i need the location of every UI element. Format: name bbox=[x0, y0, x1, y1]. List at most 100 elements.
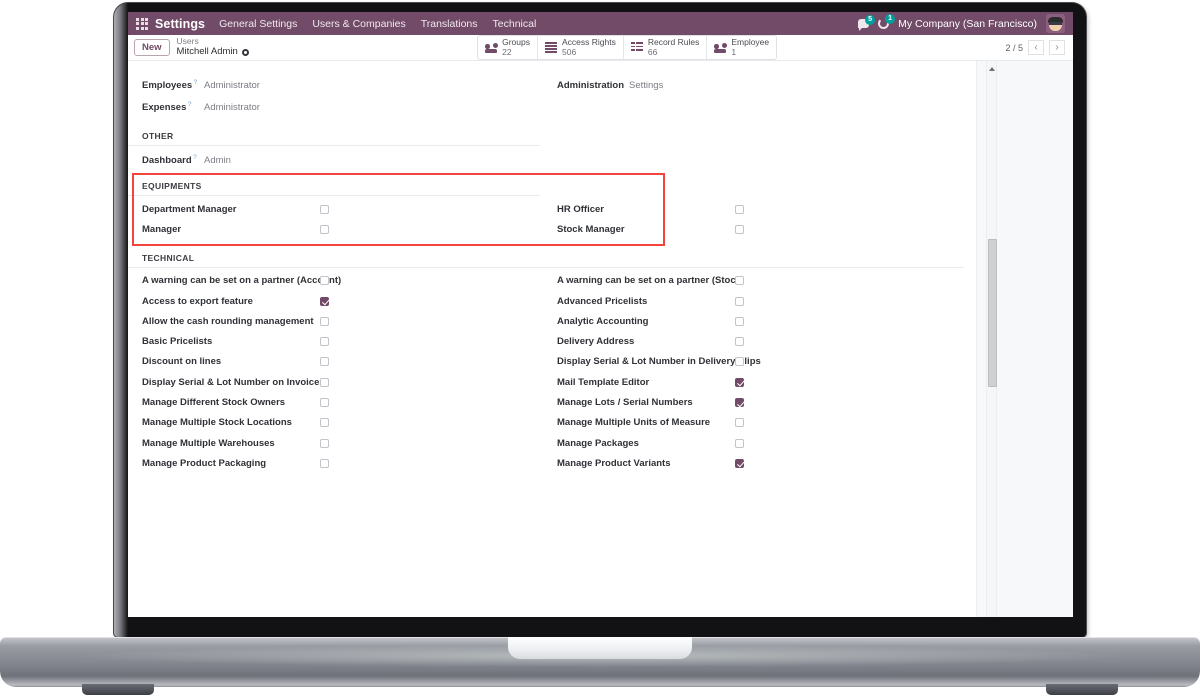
user-avatar[interactable] bbox=[1046, 14, 1065, 33]
smart-button-groups[interactable]: Groups 22 bbox=[478, 36, 538, 59]
application-access-right: Administration Settings bbox=[553, 74, 976, 118]
messages-count-badge: 5 bbox=[865, 15, 876, 25]
checkbox-label-allow-the-cash-rounding-management: Allow the cash rounding management bbox=[142, 315, 314, 327]
activities-button[interactable]: 1 bbox=[878, 14, 896, 29]
checkbox-label-manage-multiple-warehouses: Manage Multiple Warehouses bbox=[142, 437, 275, 449]
checkbox-label-advanced-pricelists: Advanced Pricelists bbox=[557, 295, 648, 307]
gear-icon[interactable] bbox=[241, 48, 249, 56]
breadcrumb-parent[interactable]: Users bbox=[176, 36, 199, 47]
pager-next-button[interactable]: › bbox=[1048, 40, 1065, 55]
vertical-scrollbar[interactable] bbox=[986, 61, 997, 617]
checkbox-manage-product-packaging[interactable] bbox=[320, 458, 329, 468]
pager-count[interactable]: 2 / 5 bbox=[1005, 42, 1023, 53]
section-equipments-title: EQUIPMENTS bbox=[128, 181, 540, 196]
checkbox-manage-multiple-warehouses[interactable] bbox=[320, 438, 329, 448]
checkbox-manage-product-variants[interactable] bbox=[735, 458, 744, 468]
new-record-button[interactable]: New bbox=[134, 39, 170, 56]
checkbox-manage-packages[interactable] bbox=[735, 438, 744, 448]
checkbox-row-manage-product-variants: Manage Product Variants bbox=[553, 453, 976, 473]
field-administration-value[interactable]: Settings bbox=[629, 79, 664, 91]
checkbox-hr-officer[interactable] bbox=[735, 204, 744, 214]
smart-button-record-rules-label: Record Rules bbox=[647, 37, 700, 48]
scroll-thumb[interactable] bbox=[988, 239, 997, 387]
checkbox-row-manage-multiple-stock-locations: Manage Multiple Stock Locations bbox=[128, 413, 553, 433]
checkbox-mail-template-editor[interactable] bbox=[735, 377, 744, 387]
field-dashboard-label: Dashboard? bbox=[142, 153, 197, 167]
checkbox-stock-manager[interactable] bbox=[735, 224, 744, 234]
checkbox-row-delivery-address: Delivery Address bbox=[553, 331, 976, 351]
help-icon[interactable]: ? bbox=[193, 78, 198, 86]
odoo-application: Settings General Settings Users & Compan… bbox=[128, 12, 1073, 617]
checkbox-advanced-pricelists[interactable] bbox=[735, 296, 744, 306]
checkbox-label-basic-pricelists: Basic Pricelists bbox=[142, 336, 213, 348]
messages-button[interactable]: 5 bbox=[858, 15, 876, 31]
checkbox-label-manage-multiple-stock-locations: Manage Multiple Stock Locations bbox=[142, 417, 292, 429]
company-switcher[interactable]: My Company (San Francisco) bbox=[898, 17, 1037, 30]
pager-previous-button[interactable]: ‹ bbox=[1027, 40, 1044, 55]
checkbox-manage-multiple-stock-locations[interactable] bbox=[320, 418, 329, 428]
field-employees: Employees? Administrator bbox=[128, 74, 553, 96]
field-expenses-value[interactable]: Administrator bbox=[204, 101, 260, 113]
control-panel: New Users Mitchell Admin Groups 22 bbox=[128, 35, 1073, 61]
checkbox-row-advanced-pricelists: Advanced Pricelists bbox=[553, 291, 976, 311]
smart-button-groups-value: 22 bbox=[502, 46, 512, 57]
checkbox-display-serial-lot-number-on-invoices[interactable] bbox=[320, 377, 329, 387]
smart-button-groups-label: Groups bbox=[502, 37, 530, 48]
pager: 2 / 5 ‹ › bbox=[1005, 40, 1065, 55]
checkbox-label-delivery-address: Delivery Address bbox=[557, 336, 635, 348]
checkbox-row-display-serial-lot-number-on-invoices: Display Serial & Lot Number on Invoices bbox=[128, 372, 553, 392]
trackpad-notch bbox=[508, 637, 692, 659]
checkbox-delivery-address[interactable] bbox=[735, 337, 744, 347]
breadcrumb: Users Mitchell Admin bbox=[177, 37, 249, 57]
checkbox-display-serial-lot-number-in-delivery-slips[interactable] bbox=[735, 357, 744, 367]
smart-button-access-rights-value: 506 bbox=[561, 46, 577, 57]
smart-button-record-rules[interactable]: Record Rules 66 bbox=[624, 36, 708, 59]
checkbox-allow-the-cash-rounding-management[interactable] bbox=[320, 316, 329, 326]
nav-general-settings[interactable]: General Settings bbox=[219, 17, 298, 30]
checkbox-row-department-manager: Department Manager bbox=[128, 199, 553, 219]
scroll-up-arrow-icon[interactable] bbox=[989, 67, 995, 71]
field-dashboard-value[interactable]: Admin bbox=[204, 154, 231, 166]
checkbox-row-hr-officer: HR Officer bbox=[553, 199, 976, 219]
checkbox-label-a-warning-can-be-set-on-a-partner-stock: A warning can be set on a partner (Stock… bbox=[557, 275, 745, 287]
checkbox-label-manage-different-stock-owners: Manage Different Stock Owners bbox=[142, 397, 286, 409]
sheet-right-pane bbox=[976, 61, 1073, 617]
checkbox-discount-on-lines[interactable] bbox=[320, 357, 329, 367]
checkbox-row-manage-lots-serial-numbers: Manage Lots / Serial Numbers bbox=[553, 392, 976, 412]
checkbox-manage-multiple-units-of-measure[interactable] bbox=[735, 418, 744, 428]
checkbox-label-manage-multiple-units-of-measure: Manage Multiple Units of Measure bbox=[557, 417, 711, 429]
section-technical-title: TECHNICAL bbox=[128, 253, 964, 268]
checkbox-manage-different-stock-owners[interactable] bbox=[320, 398, 329, 408]
checkbox-basic-pricelists[interactable] bbox=[320, 337, 329, 347]
smart-button-access-rights[interactable]: Access Rights 506 bbox=[538, 36, 624, 59]
nav-users-companies[interactable]: Users & Companies bbox=[312, 17, 406, 30]
help-icon[interactable]: ? bbox=[193, 153, 197, 161]
field-administration: Administration Settings bbox=[553, 74, 976, 96]
lines-icon bbox=[544, 42, 558, 53]
checkbox-label-display-serial-lot-number-in-delivery-slips: Display Serial & Lot Number in Delivery … bbox=[557, 356, 761, 368]
checkbox-a-warning-can-be-set-on-a-partner-stock[interactable] bbox=[735, 276, 744, 286]
checkbox-analytic-accounting[interactable] bbox=[735, 316, 744, 326]
form-sheet: Employees? Administrator Expenses? Admin… bbox=[128, 61, 976, 617]
laptop-foot-right bbox=[1046, 684, 1118, 695]
checkbox-manager[interactable] bbox=[320, 224, 329, 234]
checkbox-access-to-export-feature[interactable] bbox=[320, 296, 329, 306]
nav-technical[interactable]: Technical bbox=[492, 17, 537, 30]
checkbox-label-manager: Manager bbox=[142, 223, 182, 235]
help-icon[interactable]: ? bbox=[187, 100, 192, 108]
checkbox-department-manager[interactable] bbox=[320, 204, 329, 214]
checkbox-row-manage-product-packaging: Manage Product Packaging bbox=[128, 453, 553, 473]
field-employees-value[interactable]: Administrator bbox=[204, 79, 260, 91]
checkbox-label-hr-officer: HR Officer bbox=[557, 203, 604, 215]
app-brand-settings[interactable]: Settings bbox=[155, 16, 206, 31]
checkbox-a-warning-can-be-set-on-a-partner-account[interactable] bbox=[320, 276, 329, 286]
apps-grid-icon[interactable] bbox=[136, 17, 148, 30]
checkbox-label-stock-manager: Stock Manager bbox=[557, 223, 625, 235]
smart-button-employee-value: 1 bbox=[731, 46, 737, 57]
nav-translations[interactable]: Translations bbox=[420, 17, 478, 30]
checkbox-manage-lots-serial-numbers[interactable] bbox=[735, 398, 744, 408]
navbar-right-group: 5 1 My Company (San Francisco) bbox=[858, 14, 1067, 33]
checkbox-row-analytic-accounting: Analytic Accounting bbox=[553, 311, 976, 331]
checkbox-row-manage-different-stock-owners: Manage Different Stock Owners bbox=[128, 392, 553, 412]
smart-button-employee[interactable]: Employee 1 bbox=[707, 36, 776, 59]
